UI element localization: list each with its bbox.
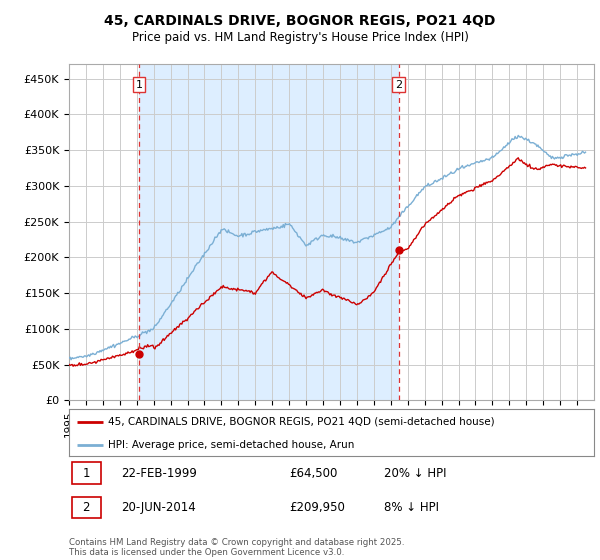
Text: 22-FEB-1999: 22-FEB-1999 [121,467,197,480]
Text: 20-JUN-2014: 20-JUN-2014 [121,501,196,514]
Text: Price paid vs. HM Land Registry's House Price Index (HPI): Price paid vs. HM Land Registry's House … [131,31,469,44]
Text: 2: 2 [395,80,402,90]
FancyBboxPatch shape [71,497,101,519]
Text: 8% ↓ HPI: 8% ↓ HPI [384,501,439,514]
Text: Contains HM Land Registry data © Crown copyright and database right 2025.
This d: Contains HM Land Registry data © Crown c… [69,538,404,557]
Text: £209,950: £209,950 [290,501,346,514]
Text: 45, CARDINALS DRIVE, BOGNOR REGIS, PO21 4QD: 45, CARDINALS DRIVE, BOGNOR REGIS, PO21 … [104,14,496,28]
Text: £64,500: £64,500 [290,467,338,480]
Text: 20% ↓ HPI: 20% ↓ HPI [384,467,446,480]
Bar [139,64,399,400]
Text: 45, CARDINALS DRIVE, BOGNOR REGIS, PO21 4QD (semi-detached house): 45, CARDINALS DRIVE, BOGNOR REGIS, PO21 … [109,417,495,427]
FancyBboxPatch shape [71,463,101,484]
Text: 2: 2 [83,501,90,514]
Text: 1: 1 [83,467,90,480]
Text: 1: 1 [136,80,142,90]
Text: HPI: Average price, semi-detached house, Arun: HPI: Average price, semi-detached house,… [109,440,355,450]
